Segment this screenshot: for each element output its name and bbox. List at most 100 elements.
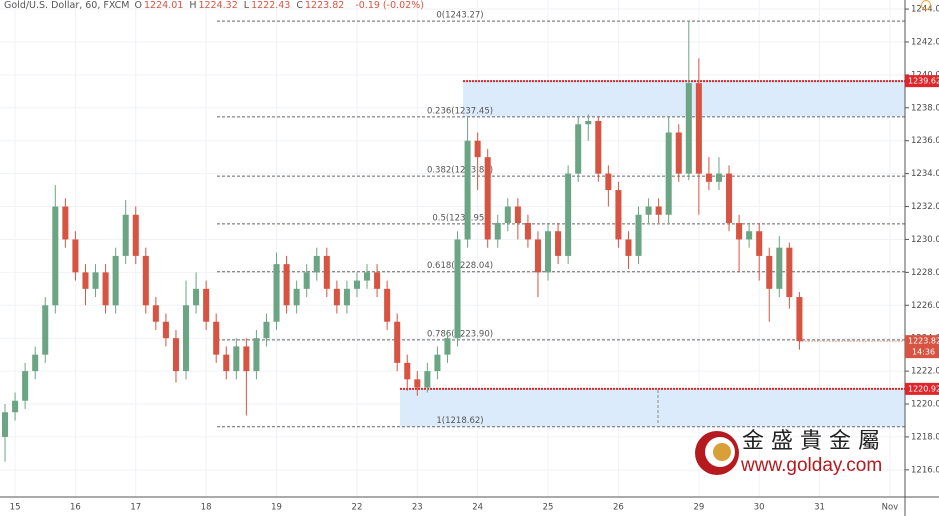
candle-body xyxy=(2,412,9,437)
price-tag xyxy=(905,382,939,395)
candle-body xyxy=(243,346,250,372)
x-tick-label: 23 xyxy=(412,503,423,513)
candle-body xyxy=(705,173,712,182)
candle-body xyxy=(585,120,592,125)
candle-body xyxy=(183,305,190,372)
candle-body xyxy=(92,272,99,289)
candle-body xyxy=(112,255,119,306)
header-value: 1223.82 xyxy=(305,0,345,11)
x-tick-label: 25 xyxy=(543,503,554,513)
candle-body xyxy=(273,264,280,322)
y-tick-label: 1216.00 xyxy=(911,465,939,475)
zones xyxy=(400,80,905,427)
candle-body xyxy=(193,288,200,306)
header-values: O 1224.01 H 1224.32 L 1222.43 C 1223.82 xyxy=(135,0,351,11)
candle-body xyxy=(82,272,89,289)
candles xyxy=(2,21,803,462)
candle-body xyxy=(404,362,411,380)
candle-body xyxy=(384,288,391,322)
y-tick-label: 1236.00 xyxy=(911,136,939,146)
candle-body xyxy=(746,231,753,240)
y-tick-label: 1234.00 xyxy=(911,169,939,179)
candle-body xyxy=(253,338,260,372)
candle-body xyxy=(42,305,49,355)
x-tick-label: 16 xyxy=(70,503,81,513)
change: -0.19 (-0.02%) xyxy=(355,0,424,11)
watermark-url: www.golday.com xyxy=(740,455,882,476)
candle-body xyxy=(625,239,632,256)
x-tick-label: 26 xyxy=(613,503,624,513)
candle-body xyxy=(434,354,441,372)
candle-body xyxy=(675,132,682,174)
header-value: 1224.01 xyxy=(144,0,184,11)
candle-body xyxy=(565,173,572,256)
candle-body xyxy=(444,338,451,355)
fib-label: 0.382(1233.85) xyxy=(427,166,493,176)
candle-body xyxy=(685,83,692,174)
candle-body xyxy=(223,354,230,372)
x-tick-label: 15 xyxy=(10,503,21,513)
candle-body xyxy=(203,288,210,322)
header-label: C xyxy=(296,0,303,11)
candle-body xyxy=(172,338,179,372)
candle-body xyxy=(213,321,220,355)
candle-body xyxy=(293,288,300,306)
candle-body xyxy=(353,280,360,289)
candle-body xyxy=(333,288,340,306)
price-tags: 1239.62 1220.92 1223.82 14:36 xyxy=(905,75,939,395)
candle-body xyxy=(555,231,562,256)
candle-body xyxy=(122,214,129,256)
candle-body xyxy=(233,346,240,372)
candle-body xyxy=(484,157,491,240)
zone xyxy=(400,388,905,427)
y-tick-label: 1228.00 xyxy=(911,268,939,278)
candle-body xyxy=(635,214,642,256)
candle-body xyxy=(645,206,652,215)
candle-body xyxy=(615,190,622,240)
candle-body xyxy=(22,371,29,401)
header-label: L xyxy=(243,0,250,11)
candle-body xyxy=(152,305,159,322)
price-tag xyxy=(905,75,939,88)
candle-body xyxy=(595,120,602,174)
candle-body xyxy=(786,247,793,298)
y-tick-label: 1232.00 xyxy=(911,202,939,212)
price-tag-label: 1220.92 xyxy=(908,384,939,393)
candle-body xyxy=(534,239,541,273)
candle-body xyxy=(524,222,531,240)
candle-body xyxy=(263,321,270,339)
watermark-name: 金 盛 貴 金 屬 xyxy=(742,429,880,454)
header-value: 1224.32 xyxy=(198,0,238,11)
candle-body xyxy=(464,140,471,240)
zone xyxy=(463,81,905,117)
candle-body xyxy=(374,272,381,289)
countdown: 14:36 xyxy=(912,348,935,357)
symbol: Gold/U.S. Dollar, 60, FXCM xyxy=(4,0,130,11)
y-tick-label: 1242.00 xyxy=(911,37,939,47)
logo-core xyxy=(713,443,731,461)
candle-body xyxy=(655,206,662,215)
x-tick-label: 17 xyxy=(130,503,141,513)
candle-body xyxy=(504,206,511,223)
candle-body xyxy=(283,264,290,306)
fib-label: 0(1243.27) xyxy=(436,11,483,21)
x-tick-label: 29 xyxy=(693,503,704,513)
fib-label: 0.5(1230.95) xyxy=(432,213,487,223)
candle-body xyxy=(474,140,481,158)
x-tick-label: 31 xyxy=(814,503,825,513)
candle-body xyxy=(394,321,401,363)
candle-body xyxy=(695,83,702,174)
last-price-label: 1223.82 xyxy=(908,337,939,346)
candle-body xyxy=(736,222,743,240)
candle-body xyxy=(414,379,421,388)
candle-body xyxy=(162,321,169,339)
candle-body xyxy=(132,214,139,256)
candle-body xyxy=(715,173,722,182)
alert-icon[interactable] xyxy=(921,0,931,10)
candle-body xyxy=(514,206,521,223)
x-tick-label: 22 xyxy=(352,503,363,513)
x-tick-label: 30 xyxy=(754,503,765,513)
candle-body xyxy=(102,272,109,306)
candle-body xyxy=(313,255,320,273)
